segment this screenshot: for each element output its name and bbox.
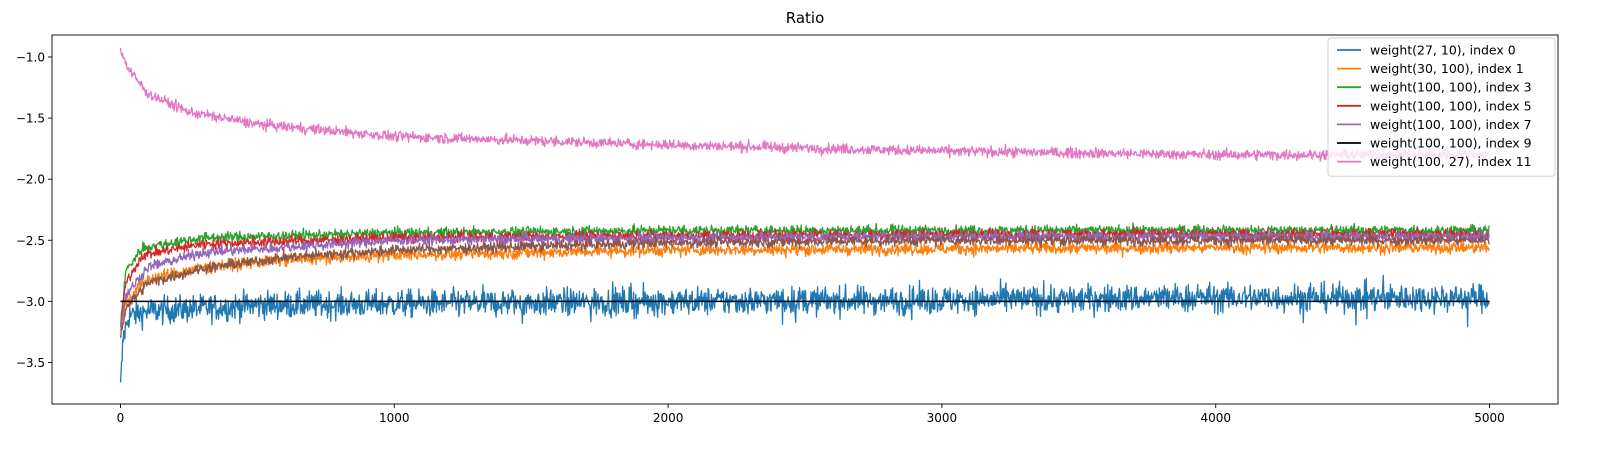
y-tick-label: −2.0	[16, 173, 45, 187]
legend-label: weight(100, 100), index 7	[1370, 117, 1532, 132]
x-tick-label: 1000	[379, 411, 410, 425]
x-tick-label: 0	[117, 411, 125, 425]
x-tick-label: 3000	[927, 411, 958, 425]
plot-frame	[51, 34, 1559, 405]
y-ticks: −3.5 −3.0 −2.5 −2.0 −1.5 −1.0	[16, 50, 52, 370]
x-tick-label: 5000	[1474, 411, 1505, 425]
series-line-5	[119, 231, 1490, 338]
x-tick-label: 4000	[1200, 411, 1231, 425]
series-line-6	[119, 47, 1490, 163]
legend: weight(27, 10), index 0 weight(30, 100), …	[1327, 37, 1556, 177]
legend-label: weight(100, 27), index 11	[1370, 154, 1532, 169]
y-tick-label: −3.5	[16, 356, 45, 370]
y-tick-label: −1.5	[16, 112, 45, 126]
legend-label: weight(100, 100), index 5	[1370, 98, 1532, 113]
chart-title: Ratio	[786, 9, 825, 27]
x-tick-label: 2000	[653, 411, 684, 425]
legend-label: weight(30, 100), index 1	[1370, 61, 1524, 76]
axes	[51, 34, 1559, 405]
series-line-0	[119, 274, 1490, 383]
legend-box	[1327, 37, 1556, 177]
legend-label: weight(100, 100), index 9	[1370, 136, 1532, 151]
y-tick-label: −2.5	[16, 234, 45, 248]
legend-label: weight(100, 100), index 3	[1370, 80, 1532, 95]
legend-label: weight(27, 10), index 0	[1370, 43, 1516, 58]
plot-lines	[119, 47, 1490, 383]
y-tick-label: −3.0	[16, 295, 45, 309]
y-tick-label: −1.0	[16, 50, 45, 64]
x-ticks: 0 1000 2000 3000 4000 5000	[117, 404, 1505, 425]
